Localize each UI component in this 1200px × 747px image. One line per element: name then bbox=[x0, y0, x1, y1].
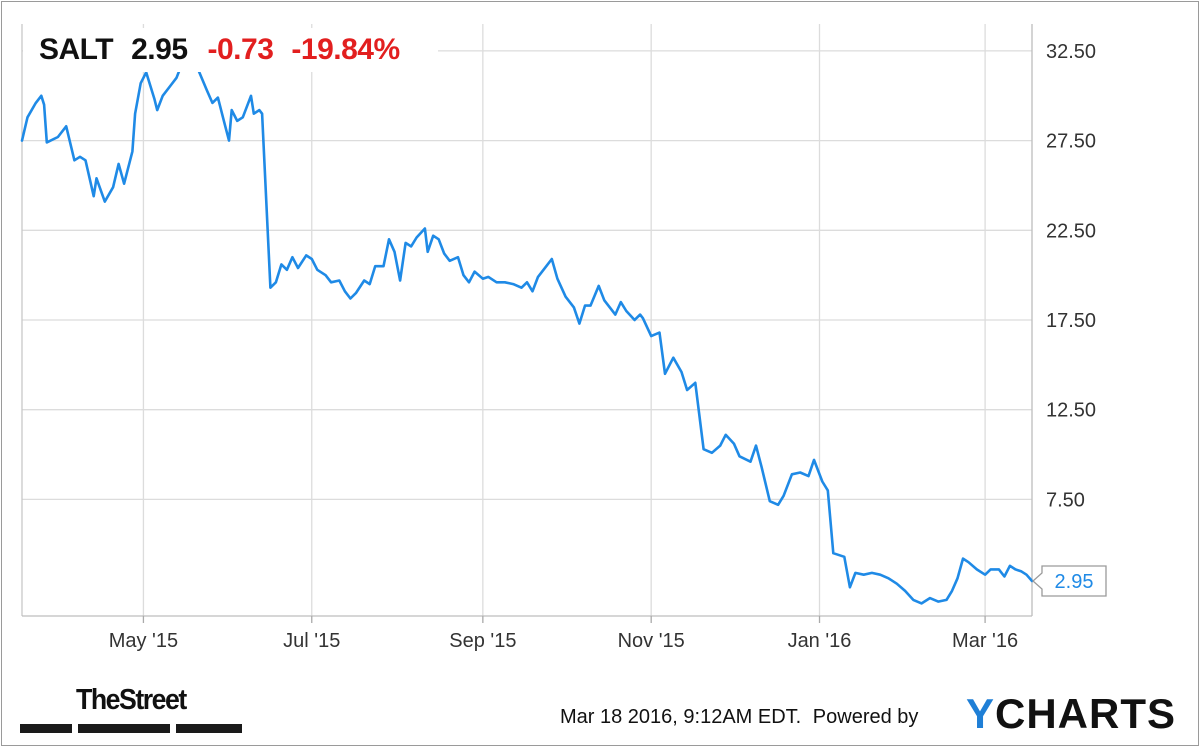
thestreet-logo: TheStreet bbox=[20, 684, 244, 734]
footer-caption: Mar 18 2016, 9:12AM EDT. Powered by bbox=[560, 706, 918, 729]
y-tick-label: 17.50 bbox=[1046, 310, 1096, 332]
logo-bar-1 bbox=[20, 724, 72, 733]
last-value-label: 2.95 bbox=[1055, 571, 1094, 593]
quote-header: SALT 2.95 -0.73 -19.84% bbox=[23, 28, 438, 72]
last-price: 2.95 bbox=[131, 33, 188, 66]
y-tick-label: 32.50 bbox=[1046, 41, 1096, 63]
x-tick-label: Jan '16 bbox=[788, 630, 852, 652]
thestreet-logo-text: TheStreet bbox=[76, 684, 187, 716]
x-axis-ticks: May '15 Jul '15 Sep '15 Nov '15 Jan '16 Mar '… bbox=[109, 616, 1018, 652]
x-tick-label: Mar '16 bbox=[952, 630, 1018, 652]
ycharts-logo: YCHARTS bbox=[966, 690, 1176, 738]
plot-border bbox=[21, 24, 1033, 617]
last-value-callout: 2.95 bbox=[1032, 565, 1107, 597]
price-change: -0.73 bbox=[207, 33, 274, 66]
price-change-percent: -19.84% bbox=[291, 33, 400, 66]
x-tick-label: Nov '15 bbox=[618, 630, 685, 652]
y-tick-label: 27.50 bbox=[1046, 131, 1096, 153]
x-tick-label: May '15 bbox=[109, 630, 178, 652]
y-tick-label: 12.50 bbox=[1046, 400, 1096, 422]
price-series-line bbox=[20, 58, 1034, 605]
x-tick-label: Sep '15 bbox=[449, 630, 516, 652]
logo-bar-3 bbox=[176, 724, 242, 733]
powered-by-text: Powered by bbox=[812, 706, 919, 728]
y-tick-label: 7.50 bbox=[1046, 489, 1085, 511]
logo-bar-2 bbox=[78, 724, 170, 733]
y-tick-label: 22.50 bbox=[1046, 220, 1096, 242]
ycharts-logo-rest: CHARTS bbox=[995, 690, 1177, 737]
ycharts-logo-y: Y bbox=[966, 690, 996, 737]
grid-lines bbox=[22, 24, 1032, 616]
timestamp: Mar 18 2016, 9:12AM EDT. bbox=[560, 706, 802, 728]
x-tick-label: Jul '15 bbox=[283, 630, 340, 652]
ticker-symbol: SALT bbox=[39, 33, 114, 66]
y-axis-ticks: 7.50 12.50 17.50 22.50 27.50 32.50 bbox=[1046, 41, 1096, 511]
last-value-box bbox=[1032, 565, 1107, 597]
series-group bbox=[20, 58, 1034, 605]
